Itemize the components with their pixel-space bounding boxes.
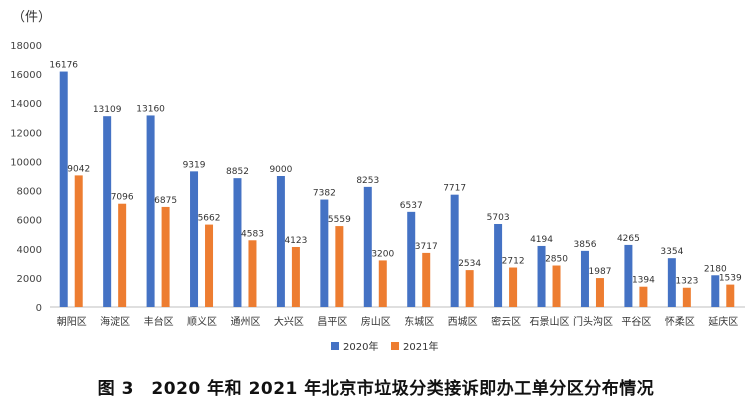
data-label-2021: 6875 <box>154 196 177 206</box>
bar-2021 <box>248 240 257 307</box>
bar-2021 <box>118 203 127 307</box>
x-tick-label: 密云区 <box>491 315 521 328</box>
bar-2021 <box>509 267 518 307</box>
x-tick-label: 平谷区 <box>621 316 651 328</box>
x-tick-label: 怀柔区 <box>665 316 695 328</box>
y-tick-label: 2000 <box>17 274 42 285</box>
bar-2020 <box>233 178 242 307</box>
data-label-2021: 7096 <box>111 193 134 203</box>
data-label-2021: 1394 <box>632 276 655 286</box>
bar-2020 <box>59 71 68 307</box>
bar-2021 <box>552 265 561 307</box>
data-label-2020: 9319 <box>183 160 206 170</box>
y-tick-label: 4000 <box>17 245 42 256</box>
x-tick-label: 昌平区 <box>317 316 347 328</box>
bar-2021 <box>161 206 170 307</box>
data-label-2021: 2850 <box>545 255 568 265</box>
data-label-2020: 7717 <box>443 184 466 194</box>
legend-label: 2020年 <box>343 340 378 353</box>
bar-2020 <box>103 116 112 307</box>
data-label-2020: 4194 <box>530 235 553 245</box>
bar-2020 <box>146 115 155 308</box>
data-label-2021: 1987 <box>589 267 612 277</box>
data-label-2020: 2180 <box>704 264 727 274</box>
y-tick-label: 12000 <box>10 128 42 139</box>
y-tick-label: 0 <box>36 303 42 314</box>
data-label-2020: 3354 <box>660 247 683 257</box>
data-label-2021: 1539 <box>719 274 742 284</box>
bar-2020 <box>407 211 416 307</box>
x-tick-label: 丰台区 <box>144 315 174 328</box>
bar-2020 <box>494 223 503 307</box>
x-tick-label: 石景山区 <box>530 316 570 328</box>
data-label-2020: 13160 <box>136 104 165 114</box>
bar-2021 <box>726 284 735 307</box>
data-label-2021: 3200 <box>371 249 394 259</box>
data-label-2020: 3856 <box>574 240 597 250</box>
bar-2020 <box>190 171 199 307</box>
x-tick-label: 延庆区 <box>708 315 738 328</box>
bar-2020 <box>450 194 459 307</box>
data-label-2021: 2712 <box>502 257 525 267</box>
y-tick-label: 14000 <box>10 99 42 110</box>
bar-2020 <box>667 258 676 307</box>
x-tick-label: 东城区 <box>404 315 434 328</box>
x-tick-label: 西城区 <box>448 316 478 328</box>
y-tick-label: 6000 <box>17 216 42 227</box>
bar-2021 <box>74 175 83 307</box>
bar-2020 <box>624 244 633 307</box>
data-label-2020: 8852 <box>226 167 249 177</box>
data-label-2020: 9000 <box>269 165 292 175</box>
y-tick-label: 16000 <box>10 70 42 81</box>
data-label-2020: 7382 <box>313 189 336 199</box>
data-label-2021: 4583 <box>241 229 264 239</box>
data-label-2021: 1323 <box>675 277 698 287</box>
x-tick-label: 海淀区 <box>100 315 130 328</box>
y-tick-label: 18000 <box>10 41 42 52</box>
legend-swatch <box>331 342 339 350</box>
data-label-2021: 5662 <box>198 214 221 224</box>
data-label-2020: 13109 <box>93 105 122 115</box>
y-tick-label: 8000 <box>17 187 42 198</box>
data-label-2020: 16176 <box>49 61 78 71</box>
y-tick-label: 10000 <box>10 157 42 168</box>
bar-2021 <box>378 260 387 307</box>
data-label-2021: 4123 <box>284 236 307 246</box>
data-label-2020: 4265 <box>617 234 640 244</box>
x-tick-label: 通州区 <box>230 316 260 328</box>
bar-2021 <box>595 278 604 307</box>
bar-chart: 0 2000 4000 6000 8000 10000 12000 14000 16000 180… <box>10 41 745 353</box>
data-label-2021: 2534 <box>458 259 481 269</box>
bar-2021 <box>291 246 300 307</box>
bar-2020 <box>537 245 546 307</box>
bar-2021 <box>205 224 214 307</box>
bar-2020 <box>363 186 372 307</box>
bar-2020 <box>276 176 285 307</box>
bar-2021 <box>465 270 474 307</box>
data-label-2020: 5703 <box>487 213 510 223</box>
figure-caption: 图 3 2020 年和 2021 年北京市垃圾分类接诉即办工单分区分布情况 <box>97 379 655 399</box>
data-label-2021: 9042 <box>67 164 90 174</box>
x-tick-label: 顺义区 <box>187 316 217 328</box>
x-tick-label: 朝阳区 <box>57 316 87 328</box>
x-tick-label: 房山区 <box>361 315 391 328</box>
legend-swatch <box>391 342 399 350</box>
data-label-2020: 8253 <box>356 176 379 186</box>
bar-2021 <box>422 252 431 307</box>
y-unit-label: （件） <box>12 10 52 25</box>
data-label-2021: 5559 <box>328 215 351 225</box>
bar-2021 <box>335 226 344 307</box>
bar-2020 <box>711 275 720 307</box>
bar-2020 <box>320 199 329 307</box>
bar-2021 <box>639 286 648 307</box>
bar-2020 <box>580 250 589 307</box>
bar-2021 <box>682 287 691 307</box>
x-tick-label: 门头沟区 <box>573 315 613 328</box>
x-tick-label: 大兴区 <box>274 315 304 328</box>
legend-label: 2021年 <box>403 340 438 353</box>
data-label-2020: 6537 <box>400 201 423 211</box>
data-label-2021: 3717 <box>415 242 438 252</box>
